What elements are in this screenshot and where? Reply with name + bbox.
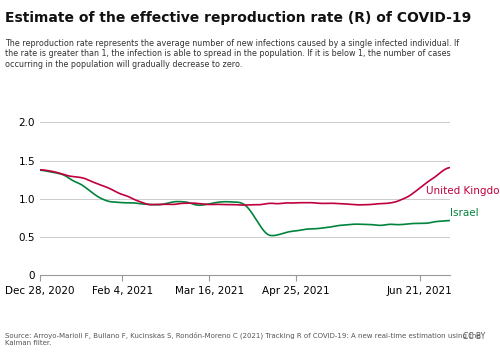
Text: Our World: Our World <box>436 15 480 24</box>
Text: The reproduction rate represents the average number of new infections caused by : The reproduction rate represents the ave… <box>5 39 459 68</box>
Text: Estimate of the effective reproduction rate (R) of COVID-19: Estimate of the effective reproduction r… <box>5 11 471 25</box>
Text: in Data: in Data <box>442 27 473 36</box>
Text: Source: Arroyo-Marioli F, Bullano F, Kucinskas S, Rondón-Moreno C (2021) Trackin: Source: Arroyo-Marioli F, Bullano F, Kuc… <box>5 332 480 346</box>
Text: United Kingdom: United Kingdom <box>426 186 500 196</box>
Text: CC BY: CC BY <box>463 332 485 341</box>
Text: Israel: Israel <box>450 208 478 218</box>
